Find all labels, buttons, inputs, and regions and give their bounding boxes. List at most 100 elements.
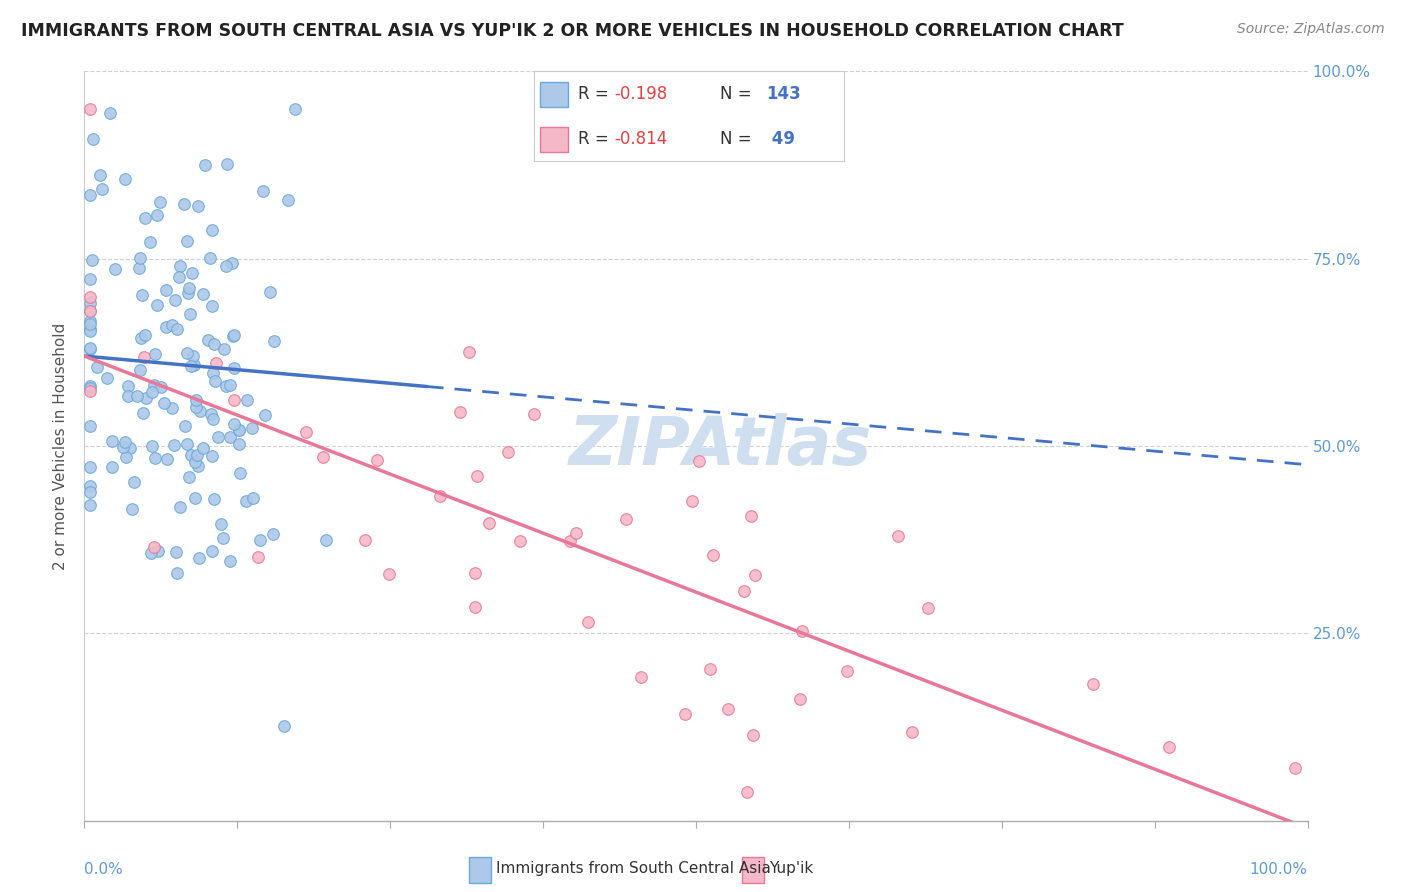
- Point: [741, 728, 763, 742]
- Point: [187, 550, 209, 565]
- Point: [79, 314, 101, 328]
- Point: [187, 199, 209, 213]
- Point: [240, 421, 263, 435]
- Point: [143, 450, 166, 465]
- Point: [174, 419, 197, 434]
- Point: [122, 475, 145, 489]
- Point: [79, 384, 101, 399]
- Point: [91, 182, 114, 196]
- Point: [131, 407, 153, 421]
- Point: [79, 342, 101, 356]
- FancyBboxPatch shape: [540, 127, 568, 152]
- Point: [917, 601, 939, 615]
- Point: [273, 719, 295, 733]
- Point: [143, 377, 166, 392]
- Point: [79, 459, 101, 474]
- Text: 143: 143: [766, 85, 801, 103]
- Point: [222, 392, 245, 407]
- Point: [242, 491, 264, 505]
- Point: [176, 234, 198, 248]
- Point: [173, 197, 195, 211]
- Text: IMMIGRANTS FROM SOUTH CENTRAL ASIA VS YUP'IK 2 OR MORE VEHICLES IN HOUSEHOLD COR: IMMIGRANTS FROM SOUTH CENTRAL ASIA VS YU…: [21, 22, 1123, 40]
- FancyBboxPatch shape: [540, 82, 568, 107]
- Point: [146, 297, 169, 311]
- Point: [79, 324, 101, 338]
- Point: [79, 379, 101, 393]
- Point: [630, 670, 652, 684]
- Point: [179, 307, 201, 321]
- Point: [263, 334, 285, 348]
- Point: [148, 194, 170, 209]
- Point: [673, 707, 696, 722]
- Point: [131, 287, 153, 301]
- Point: [221, 256, 243, 270]
- Point: [688, 454, 710, 468]
- Point: [129, 331, 152, 345]
- Point: [740, 508, 762, 523]
- Point: [100, 434, 122, 449]
- Point: [224, 327, 246, 342]
- Point: [215, 260, 238, 274]
- Point: [79, 304, 101, 318]
- Point: [79, 102, 101, 116]
- Point: [202, 337, 225, 351]
- Point: [166, 566, 188, 580]
- Point: [576, 615, 599, 629]
- Point: [200, 407, 222, 421]
- Point: [114, 435, 136, 450]
- Point: [197, 333, 219, 347]
- Point: [160, 401, 183, 416]
- Point: [262, 527, 284, 541]
- Point: [219, 430, 242, 444]
- Point: [166, 321, 188, 335]
- Point: [180, 359, 202, 374]
- Point: [143, 347, 166, 361]
- Point: [184, 491, 207, 505]
- Point: [184, 401, 207, 415]
- Point: [218, 554, 240, 568]
- Point: [163, 293, 186, 307]
- Point: [149, 380, 172, 394]
- Point: [155, 283, 177, 297]
- Point: [129, 251, 152, 265]
- Text: Yup'ik: Yup'ik: [769, 862, 813, 876]
- Point: [215, 379, 238, 393]
- Point: [717, 701, 740, 715]
- Point: [790, 624, 813, 638]
- Point: [315, 533, 337, 548]
- Point: [789, 691, 811, 706]
- Point: [79, 321, 101, 335]
- Point: [176, 437, 198, 451]
- Point: [111, 441, 134, 455]
- Text: Source: ZipAtlas.com: Source: ZipAtlas.com: [1237, 22, 1385, 37]
- Point: [121, 502, 143, 516]
- Point: [733, 584, 755, 599]
- Point: [169, 259, 191, 273]
- Point: [887, 529, 910, 543]
- Point: [86, 359, 108, 374]
- Point: [254, 409, 277, 423]
- Point: [366, 453, 388, 467]
- Point: [201, 544, 224, 558]
- Point: [177, 470, 200, 484]
- Point: [465, 469, 488, 483]
- Point: [117, 389, 139, 403]
- Point: [80, 252, 103, 267]
- Point: [429, 489, 451, 503]
- Point: [89, 168, 111, 182]
- Point: [565, 526, 588, 541]
- Text: N =: N =: [720, 85, 756, 103]
- Point: [247, 549, 270, 564]
- Point: [177, 285, 200, 300]
- Point: [160, 318, 183, 332]
- Point: [277, 194, 299, 208]
- Point: [214, 342, 236, 356]
- Point: [141, 439, 163, 453]
- Point: [205, 356, 228, 370]
- Point: [681, 494, 703, 508]
- Point: [79, 272, 101, 286]
- Point: [156, 451, 179, 466]
- Text: Immigrants from South Central Asia: Immigrants from South Central Asia: [496, 862, 770, 876]
- Point: [458, 345, 481, 359]
- Point: [165, 545, 187, 559]
